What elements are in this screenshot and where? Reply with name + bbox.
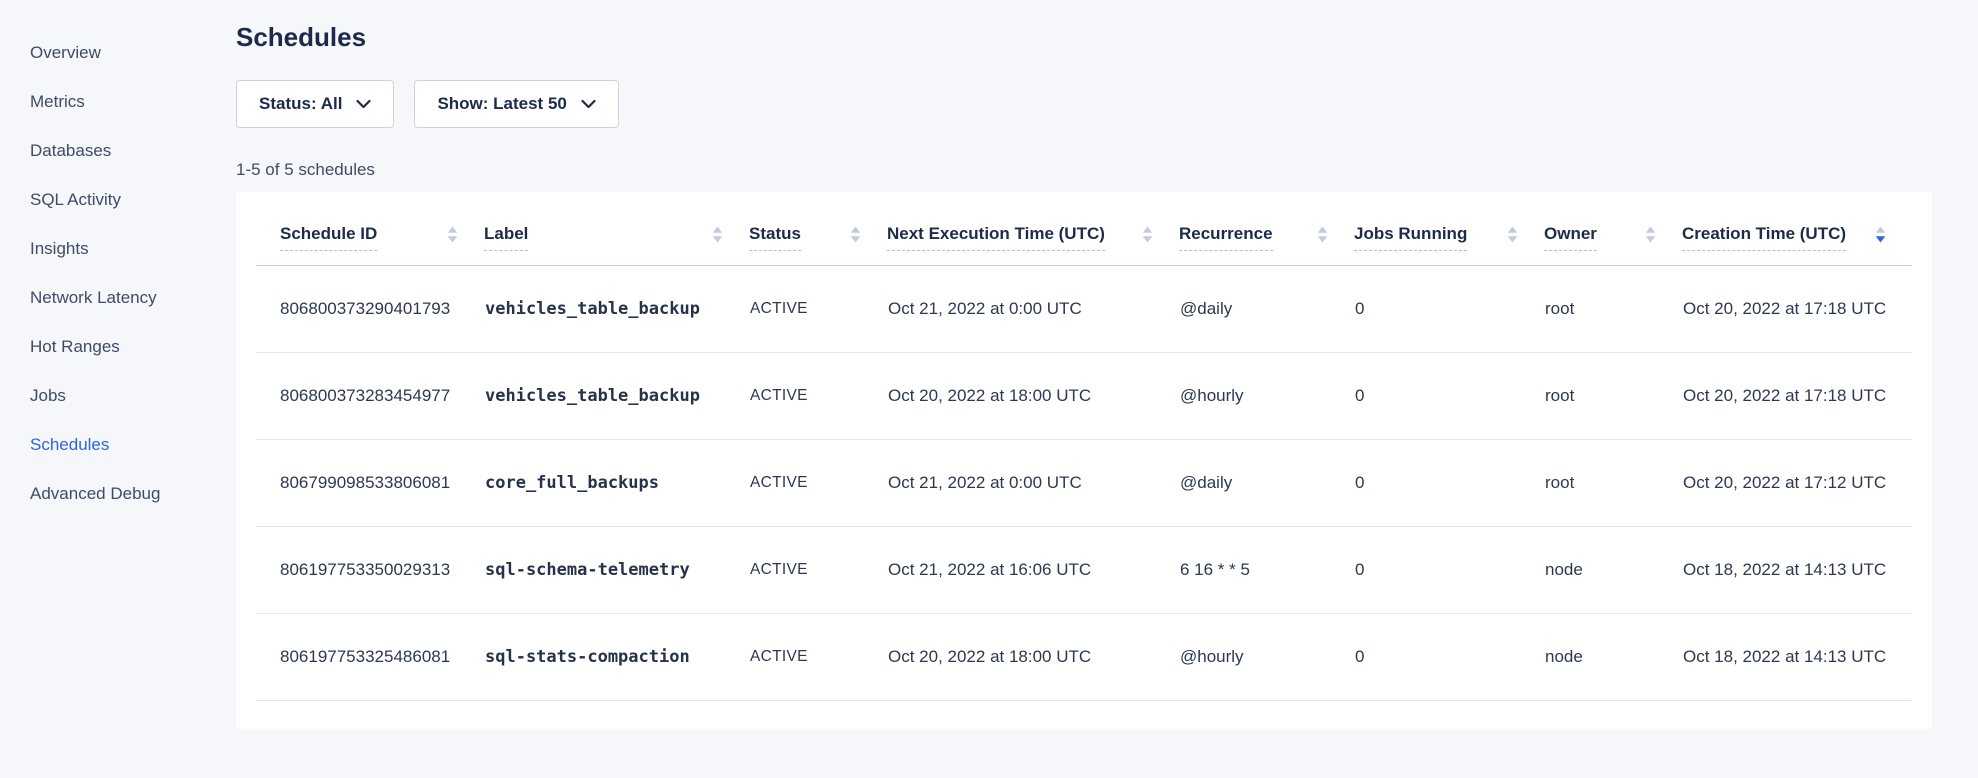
- sort-icon[interactable]: [1142, 226, 1153, 243]
- column-header-status[interactable]: Status: [749, 192, 887, 266]
- status-filter-label: Status: All: [259, 94, 343, 113]
- cell-label: sql-stats-compaction: [484, 613, 749, 701]
- cell-label: sql-schema-telemetry: [484, 526, 749, 614]
- cell-schedule-id: 806800373283454977: [256, 352, 484, 440]
- table-row[interactable]: 806800373283454977 vehicles_table_backup A…: [256, 352, 1912, 440]
- sort-icon[interactable]: [447, 226, 458, 243]
- cell-status: ACTIVE: [749, 352, 887, 440]
- cell-next-execution-time: Oct 21, 2022 at 16:06 UTC: [887, 526, 1179, 614]
- table-row[interactable]: 806800373290401793 vehicles_table_backup A…: [256, 265, 1912, 353]
- sort-icon[interactable]: [1507, 226, 1518, 243]
- table-row[interactable]: 806197753350029313 sql-schema-telemetry AC…: [256, 526, 1912, 614]
- schedules-table: Schedule ID Label Status Next Execution …: [256, 192, 1912, 701]
- cell-status: ACTIVE: [749, 526, 887, 614]
- cell-owner: root: [1544, 439, 1682, 527]
- cell-schedule-id: 806197753350029313: [256, 526, 484, 614]
- cell-jobs-running: 0: [1354, 526, 1544, 614]
- sidebar-item-network-latency[interactable]: Network Latency: [30, 288, 157, 307]
- cell-recurrence: @hourly: [1179, 352, 1354, 440]
- cell-recurrence: @hourly: [1179, 613, 1354, 701]
- cell-jobs-running: 0: [1354, 352, 1544, 440]
- column-header-label: Status: [749, 224, 801, 251]
- sort-icon[interactable]: [1875, 226, 1886, 243]
- cell-owner: root: [1544, 265, 1682, 353]
- sidebar-item-metrics[interactable]: Metrics: [30, 92, 85, 111]
- cell-label: vehicles_table_backup: [484, 352, 749, 440]
- sidebar: Overview Metrics Databases SQL Activity Insi…: [0, 0, 236, 778]
- cell-status: ACTIVE: [749, 439, 887, 527]
- chevron-down-icon: [581, 99, 596, 109]
- cell-creation-time: Oct 18, 2022 at 14:13 UTC: [1682, 613, 1912, 701]
- cell-jobs-running: 0: [1354, 439, 1544, 527]
- sidebar-item-hot-ranges[interactable]: Hot Ranges: [30, 337, 120, 356]
- sort-icon[interactable]: [1645, 226, 1656, 243]
- column-header-label: Jobs Running: [1354, 224, 1468, 251]
- column-header-label: Label: [484, 224, 529, 251]
- column-header-recurrence[interactable]: Recurrence: [1179, 192, 1354, 266]
- cell-owner: root: [1544, 352, 1682, 440]
- cell-recurrence: @daily: [1179, 439, 1354, 527]
- cell-owner: node: [1544, 526, 1682, 614]
- cell-schedule-id: 806800373290401793: [256, 265, 484, 353]
- sort-icon[interactable]: [1317, 226, 1328, 243]
- cell-next-execution-time: Oct 21, 2022 at 0:00 UTC: [887, 265, 1179, 353]
- column-header-label: Owner: [1544, 224, 1597, 251]
- column-header-creation-time[interactable]: Creation Time (UTC): [1682, 192, 1912, 266]
- sort-icon[interactable]: [712, 226, 723, 243]
- cell-label: core_full_backups: [484, 439, 749, 527]
- column-header-jobs-running[interactable]: Jobs Running: [1354, 192, 1544, 266]
- cell-owner: node: [1544, 613, 1682, 701]
- column-header-next-execution-time[interactable]: Next Execution Time (UTC): [887, 192, 1179, 266]
- cell-creation-time: Oct 20, 2022 at 17:12 UTC: [1682, 439, 1912, 527]
- column-header-owner[interactable]: Owner: [1544, 192, 1682, 266]
- cell-schedule-id: 806197753325486081: [256, 613, 484, 701]
- column-header-label: Schedule ID: [280, 224, 378, 251]
- cell-next-execution-time: Oct 20, 2022 at 18:00 UTC: [887, 613, 1179, 701]
- cell-jobs-running: 0: [1354, 613, 1544, 701]
- cell-jobs-running: 0: [1354, 265, 1544, 353]
- show-filter-label: Show: Latest 50: [437, 94, 567, 113]
- sidebar-item-overview[interactable]: Overview: [30, 43, 101, 62]
- table-header-row: Schedule ID Label Status Next Execution …: [256, 192, 1912, 266]
- main-content: Schedules Status: All Show: Latest 50 1-…: [236, 0, 1978, 729]
- column-header-schedule-id[interactable]: Schedule ID: [256, 192, 484, 266]
- cell-next-execution-time: Oct 21, 2022 at 0:00 UTC: [887, 439, 1179, 527]
- column-header-label: Creation Time (UTC): [1682, 224, 1847, 251]
- sidebar-item-databases[interactable]: Databases: [30, 141, 112, 160]
- sort-icon[interactable]: [850, 226, 861, 243]
- cell-label: vehicles_table_backup: [484, 265, 749, 353]
- cell-creation-time: Oct 20, 2022 at 17:18 UTC: [1682, 265, 1912, 353]
- result-count: 1-5 of 5 schedules: [236, 160, 375, 179]
- sidebar-item-jobs[interactable]: Jobs: [30, 386, 66, 405]
- table-row[interactable]: 806799098533806081 core_full_backups ACTIV…: [256, 439, 1912, 527]
- cell-schedule-id: 806799098533806081: [256, 439, 484, 527]
- cell-recurrence: 6 16 * * 5: [1179, 526, 1354, 614]
- cell-creation-time: Oct 18, 2022 at 14:13 UTC: [1682, 526, 1912, 614]
- sidebar-item-schedules[interactable]: Schedules: [30, 435, 110, 454]
- column-header-label: Recurrence: [1179, 224, 1273, 251]
- cell-status: ACTIVE: [749, 613, 887, 701]
- filter-bar: Status: All Show: Latest 50: [236, 80, 1978, 128]
- column-header-label[interactable]: Label: [484, 192, 749, 266]
- cell-next-execution-time: Oct 20, 2022 at 18:00 UTC: [887, 352, 1179, 440]
- sidebar-item-advanced-debug[interactable]: Advanced Debug: [30, 484, 161, 503]
- column-header-label: Next Execution Time (UTC): [887, 224, 1105, 251]
- schedules-table-card: Schedule ID Label Status Next Execution …: [236, 192, 1932, 729]
- chevron-down-icon: [356, 99, 372, 109]
- cell-creation-time: Oct 20, 2022 at 17:18 UTC: [1682, 352, 1912, 440]
- cell-status: ACTIVE: [749, 265, 887, 353]
- table-row[interactable]: 806197753325486081 sql-stats-compaction AC…: [256, 613, 1912, 701]
- page-title: Schedules: [236, 22, 367, 52]
- show-filter-dropdown[interactable]: Show: Latest 50: [414, 80, 619, 128]
- status-filter-dropdown[interactable]: Status: All: [236, 80, 395, 128]
- sidebar-item-sql-activity[interactable]: SQL Activity: [30, 190, 122, 209]
- cell-recurrence: @daily: [1179, 265, 1354, 353]
- sidebar-item-insights[interactable]: Insights: [30, 239, 89, 258]
